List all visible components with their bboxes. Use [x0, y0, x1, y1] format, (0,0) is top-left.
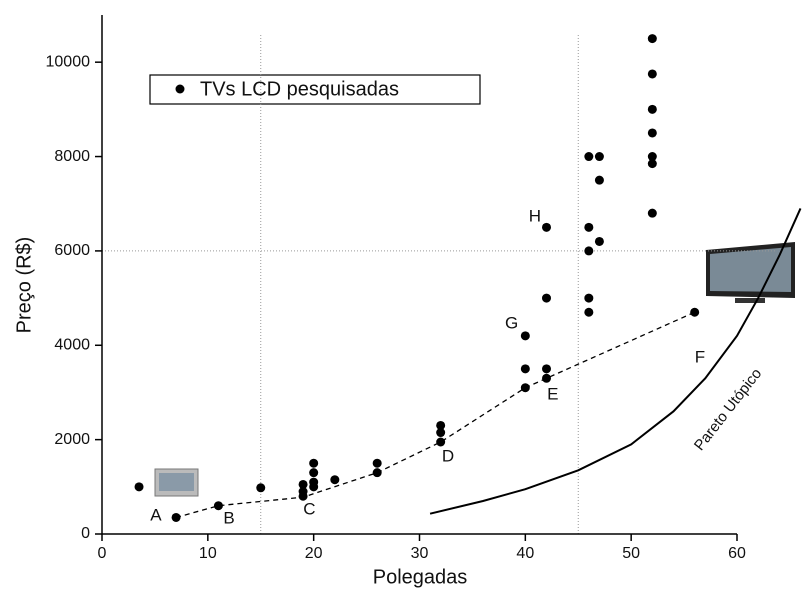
y-tick-label: 4000	[54, 336, 90, 353]
curve-label: Pareto Utópico	[691, 365, 765, 454]
x-axis-title: Polegadas	[373, 566, 468, 588]
y-tick-label: 0	[81, 525, 90, 542]
data-point	[436, 437, 446, 447]
data-point	[584, 307, 594, 317]
data-point	[690, 307, 700, 317]
data-point	[542, 293, 551, 303]
data-point	[436, 420, 446, 430]
y-tick-label: 2000	[54, 431, 90, 448]
data-point	[647, 152, 657, 162]
x-tick-label: 40	[516, 545, 534, 562]
data-point	[309, 468, 319, 478]
legend-label: TVs LCD pesquisadas	[200, 78, 399, 100]
tv-icon-small	[154, 468, 199, 497]
data-point	[309, 477, 319, 487]
point-label: B	[223, 508, 234, 527]
data-point	[330, 475, 340, 485]
data-point	[520, 331, 530, 341]
data-point	[594, 152, 604, 162]
x-tick-label: 20	[305, 545, 323, 562]
point-label: A	[150, 506, 162, 525]
x-tick-label: 10	[199, 545, 217, 562]
data-point	[542, 373, 551, 383]
data-point	[520, 364, 530, 374]
tv-icon-large	[706, 242, 795, 303]
data-point	[134, 482, 144, 492]
legend-marker	[175, 84, 185, 94]
data-point	[647, 34, 657, 44]
data-point	[584, 152, 594, 162]
data-point	[647, 208, 657, 218]
y-tick-label: 6000	[54, 242, 90, 259]
data-point	[647, 128, 657, 138]
data-point	[542, 222, 551, 232]
point-label: E	[547, 384, 558, 403]
data-point	[542, 364, 551, 374]
point-label: G	[505, 314, 518, 333]
x-tick-label: 0	[98, 545, 107, 562]
data-point	[594, 236, 604, 246]
y-tick-label: 10000	[46, 53, 91, 70]
data-point	[647, 69, 657, 79]
point-label: H	[529, 206, 541, 225]
y-axis-title: Preço (R$)	[13, 237, 35, 334]
data-point	[647, 159, 657, 169]
frontier-line	[175, 311, 695, 519]
point-label: F	[695, 347, 705, 366]
data-point	[298, 479, 308, 489]
x-tick-label: 30	[411, 545, 429, 562]
x-tick-label: 50	[622, 545, 640, 562]
data-point	[584, 246, 594, 256]
data-point	[647, 104, 657, 114]
data-point	[436, 428, 446, 438]
pareto-curve	[429, 208, 802, 515]
data-point	[298, 487, 308, 497]
data-point	[213, 501, 223, 511]
point-label: C	[303, 499, 315, 518]
y-tick-label: 8000	[54, 148, 90, 165]
data-point	[584, 293, 594, 303]
x-tick-label: 60	[728, 545, 746, 562]
data-point	[372, 458, 382, 468]
data-point	[256, 483, 266, 493]
legend-box	[149, 74, 481, 105]
data-point	[594, 175, 604, 185]
point-label: D	[442, 447, 454, 466]
data-point	[309, 458, 319, 468]
data-point	[584, 222, 594, 232]
